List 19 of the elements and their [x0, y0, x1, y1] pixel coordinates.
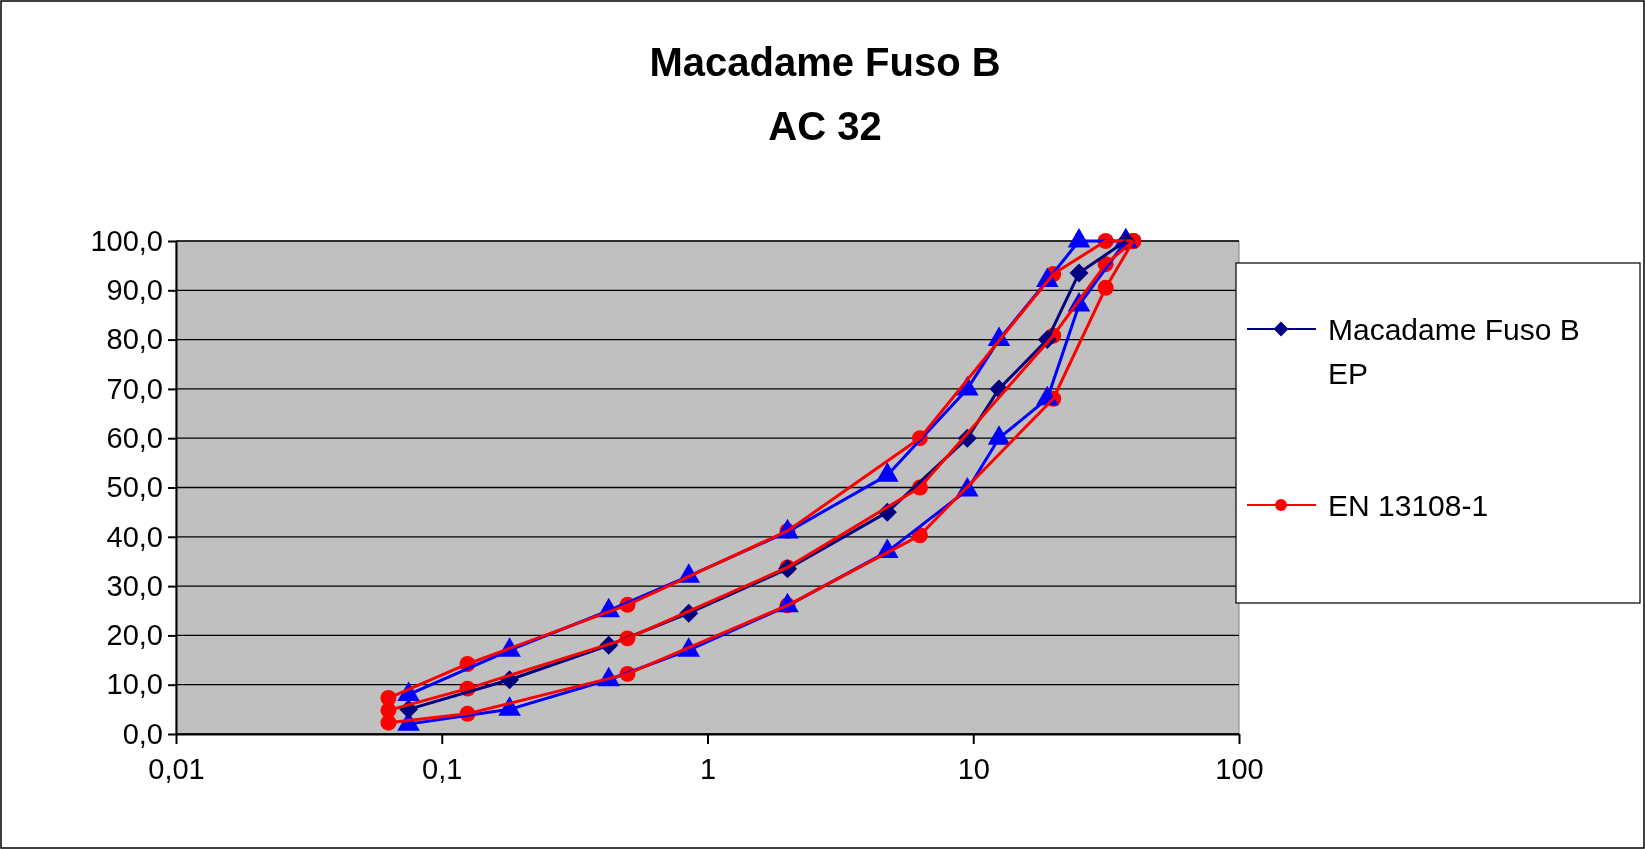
x-tick-label: 1 — [699, 752, 717, 785]
legend-label: Macadame Fuso B EP — [1328, 313, 1580, 390]
y-tick-label: 70,0 — [106, 372, 163, 405]
x-tick-label: 0,1 — [422, 752, 463, 785]
y-tick-label: 100,0 — [90, 224, 163, 257]
y-tick-label: 10,0 — [106, 668, 163, 701]
x-tick-label: 10 — [957, 752, 990, 785]
legend-label: EN 13108-1 — [1328, 489, 1489, 522]
x-tick-label: 100 — [1215, 752, 1264, 785]
y-tick-label: 0,0 — [122, 717, 163, 750]
y-tick-label: 40,0 — [106, 520, 163, 553]
y-tick-label: 90,0 — [106, 274, 163, 307]
y-tick-label: 20,0 — [106, 619, 163, 652]
chart-title: Macadame Fuso B AC 32 — [649, 40, 1001, 148]
y-tick-label: 60,0 — [106, 421, 163, 454]
y-tick-label: 80,0 — [106, 323, 163, 356]
y-tick-label: 50,0 — [106, 471, 163, 504]
y-tick-label: 30,0 — [106, 569, 163, 602]
x-tick-label: 0,01 — [148, 752, 205, 785]
